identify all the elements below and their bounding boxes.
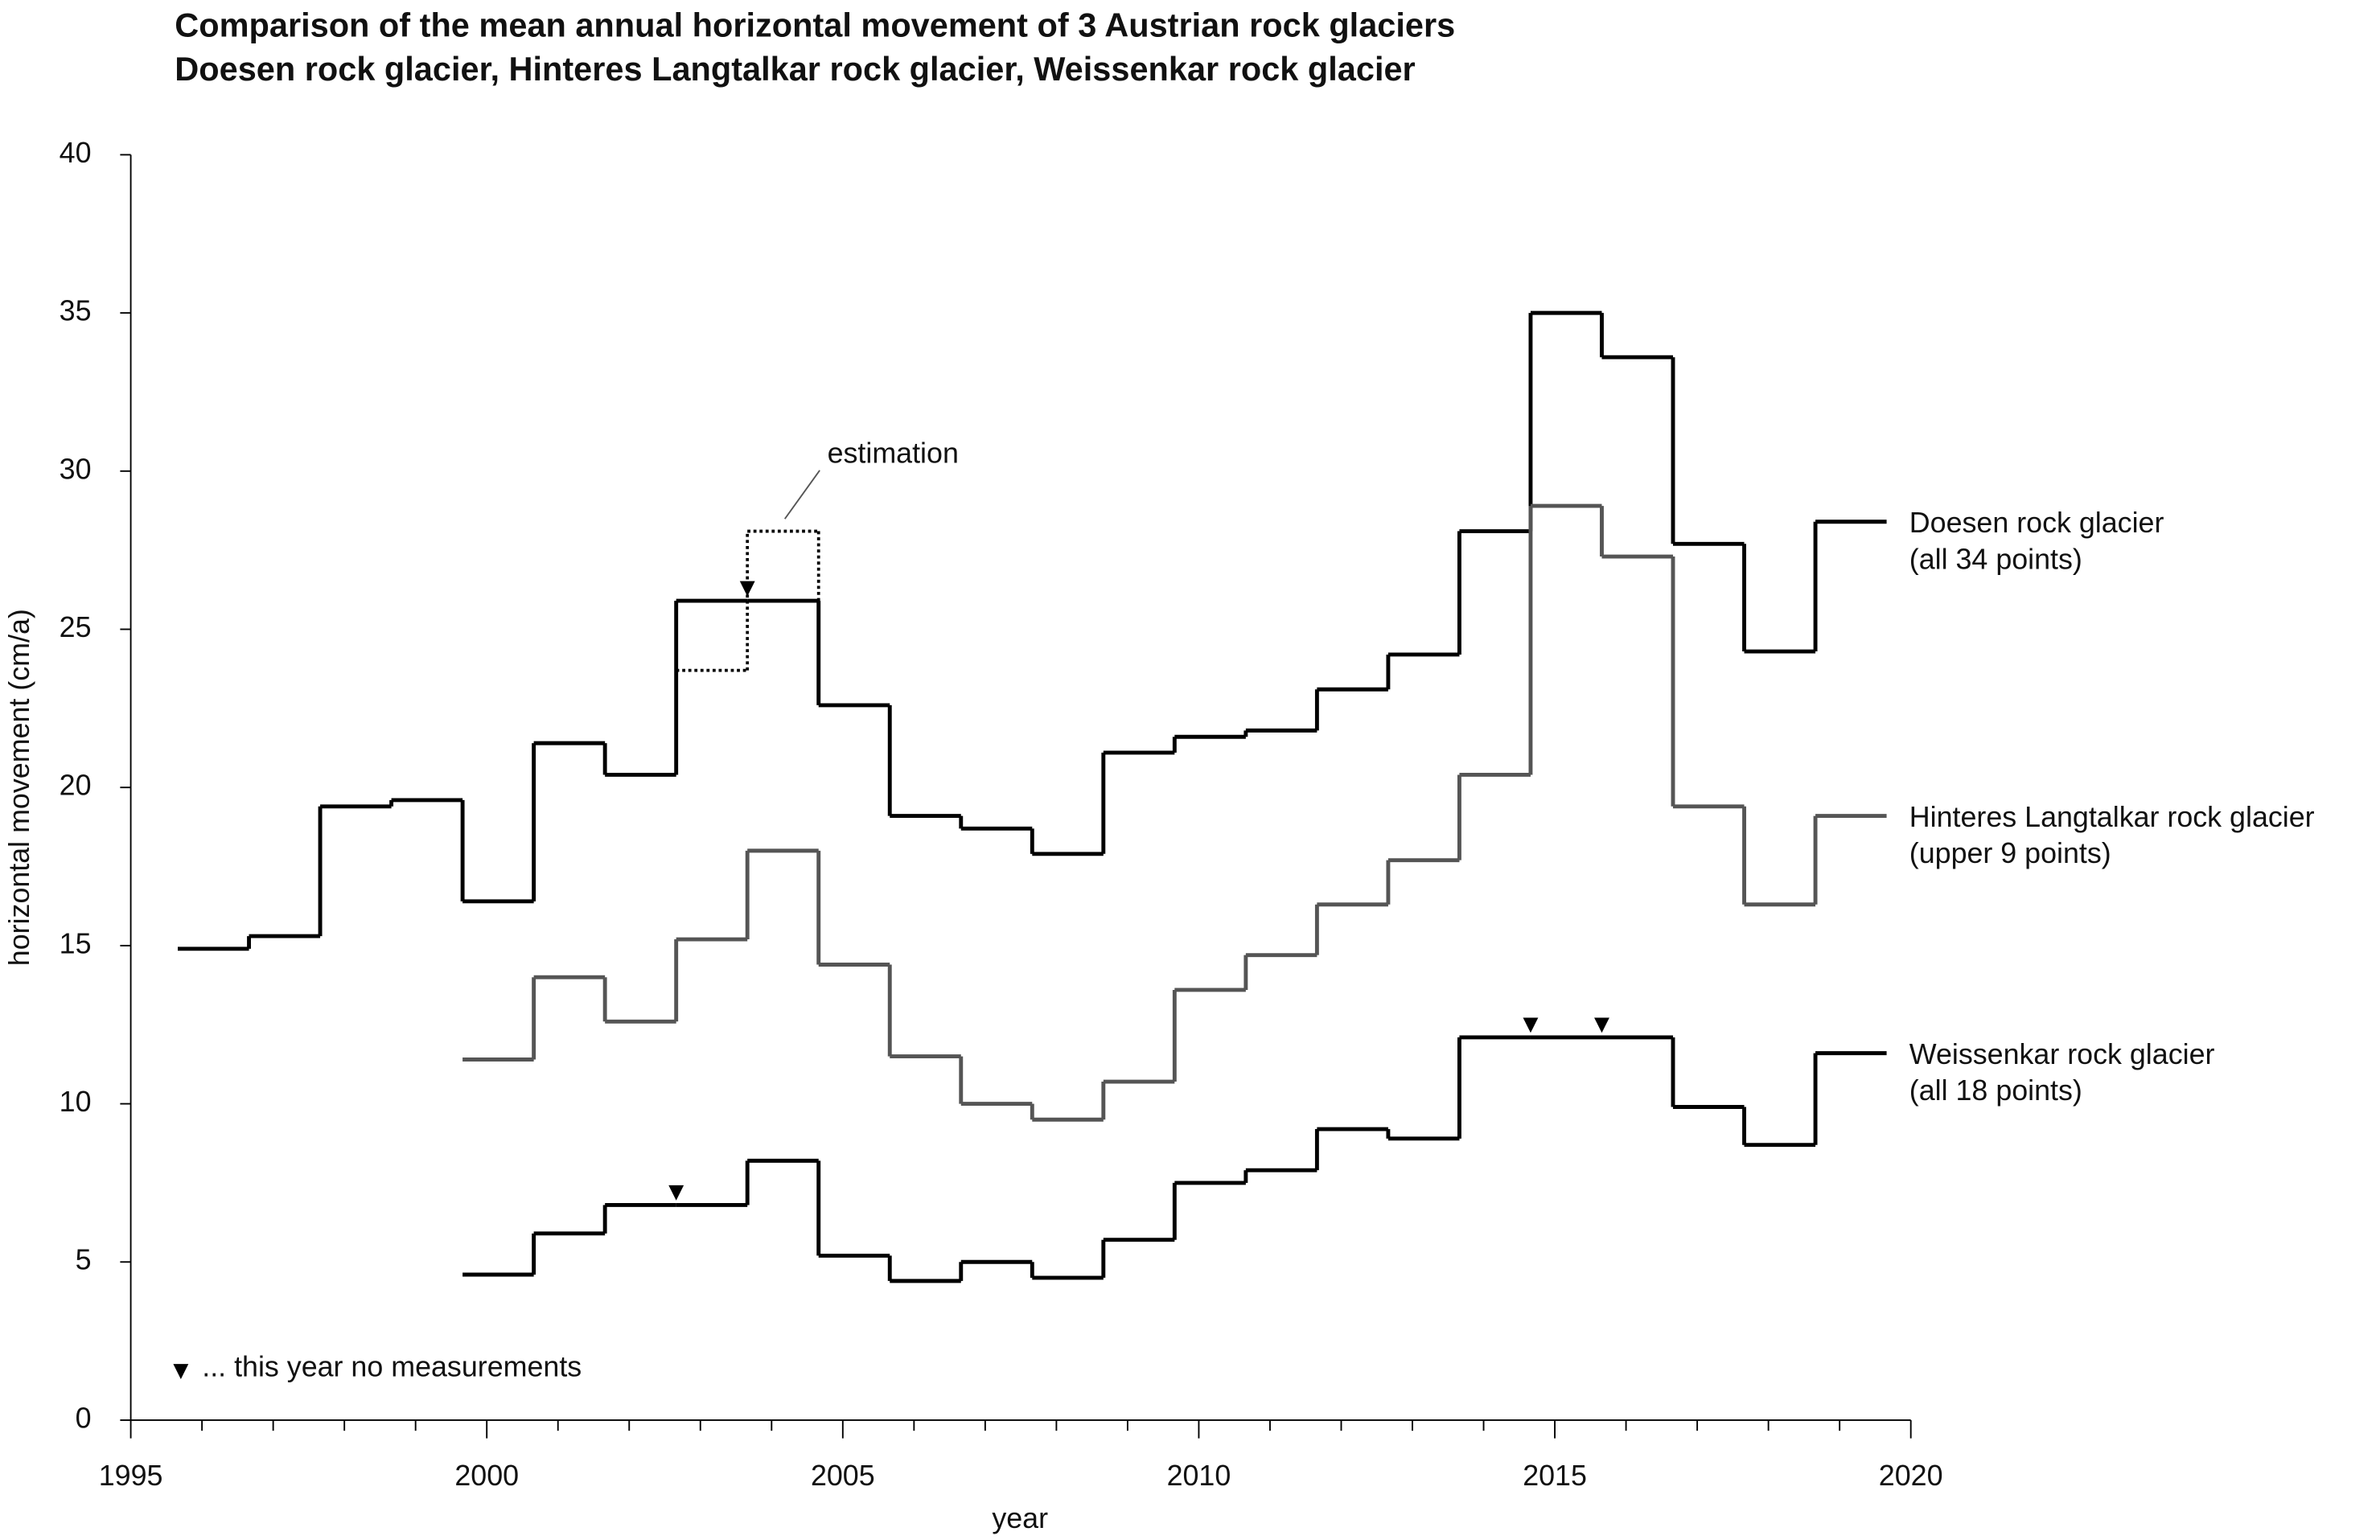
chart-subtitle: Doesen rock glacier, Hinteres Langtalkar… [175,50,1415,88]
y-axis-label: horizontal movement (cm/a) [3,609,35,966]
y-tick-label: 30 [60,453,92,485]
y-tick-label: 25 [60,611,92,643]
y-tick-label: 35 [60,295,92,327]
y-tick-label: 0 [76,1402,92,1434]
no-measurement-marker [668,1185,684,1201]
x-tick-label: 2010 [1167,1460,1231,1492]
chart-title: Comparison of the mean annual horizontal… [175,6,1455,43]
annotation-leader [783,470,820,519]
series-note: (all 18 points) [1909,1074,2082,1107]
x-tick-label: 2020 [1879,1460,1943,1492]
x-axis-label: year [992,1502,1048,1534]
legend-marker [173,1364,189,1380]
series-note: (all 34 points) [1909,543,2082,575]
y-tick-label: 40 [60,137,92,169]
y-tick-label: 15 [60,927,92,959]
y-tick-label: 20 [60,770,92,802]
x-tick-label: 2000 [454,1460,519,1492]
no-measurement-marker [1594,1017,1609,1033]
x-tick-label: 1995 [99,1460,163,1492]
y-tick-label: 5 [76,1244,92,1276]
annotation: estimation [828,437,959,469]
series-label: Weissenkar rock glacier [1909,1038,2215,1070]
x-tick-label: 2005 [811,1460,875,1492]
series-note: (upper 9 points) [1909,837,2111,869]
y-tick-label: 10 [60,1086,92,1118]
series-label: Doesen rock glacier [1909,507,2164,539]
no-measurement-marker [1523,1017,1539,1033]
series-label: Hinteres Langtalkar rock glacier [1909,801,2315,833]
x-tick-label: 2015 [1523,1460,1587,1492]
legend-note: ... this year no measurements [202,1350,582,1382]
